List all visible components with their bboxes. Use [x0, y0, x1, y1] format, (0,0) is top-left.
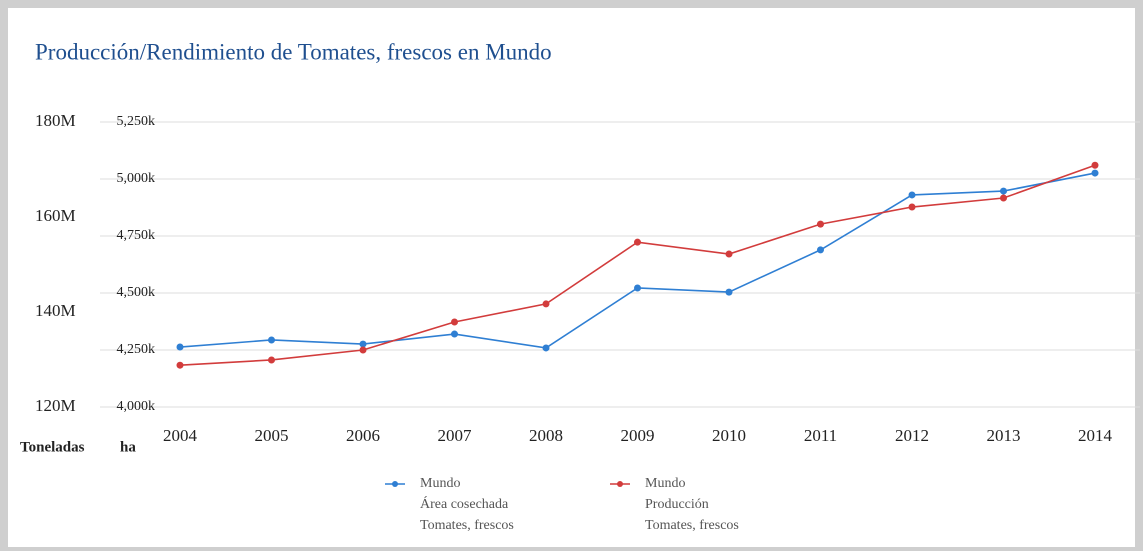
y2-tick-label: 5,000k [117, 171, 156, 186]
data-point [634, 284, 641, 292]
y2-axis-label: ha [120, 439, 136, 455]
y-tick-label: 180M [35, 111, 76, 130]
y2-tick-label: 4,750k [117, 228, 156, 243]
data-point [268, 356, 275, 364]
x-tick-label: 2008 [529, 426, 563, 445]
data-point [908, 203, 916, 211]
legend-swatch [617, 481, 623, 487]
legend-swatch [392, 481, 398, 487]
legend-label: Mundo [420, 476, 460, 491]
data-point [817, 220, 824, 228]
data-point [176, 361, 184, 369]
data-point [1000, 194, 1007, 202]
data-point [725, 288, 733, 296]
data-point [634, 238, 641, 246]
x-tick-label: 2007 [438, 426, 473, 445]
legend-label: Tomates, frescos [645, 518, 739, 533]
data-point [451, 330, 458, 338]
legend-label: Área cosechada [420, 495, 509, 512]
x-tick-label: 2009 [621, 426, 655, 445]
y-tick-label: 120M [35, 396, 76, 415]
x-tick-label: 2006 [346, 426, 380, 445]
x-tick-label: 2012 [895, 426, 929, 445]
y2-tick-label: 5,250k [117, 114, 156, 129]
data-point [1091, 161, 1099, 169]
y-tick-label: 140M [35, 301, 76, 320]
x-tick-label: 2013 [987, 426, 1021, 445]
data-point [176, 343, 184, 351]
data-point [542, 344, 550, 352]
x-tick-label: 2005 [255, 426, 289, 445]
data-point [1000, 187, 1007, 195]
x-tick-label: 2004 [163, 426, 198, 445]
y-axis-label: Toneladas [20, 439, 85, 455]
legend-label: Mundo [645, 476, 685, 491]
data-point [542, 300, 550, 308]
legend-label: Producción [645, 497, 709, 512]
y2-tick-label: 4,250k [117, 342, 156, 357]
x-tick-label: 2014 [1078, 426, 1113, 445]
data-point [451, 318, 458, 326]
data-point [908, 191, 916, 199]
x-tick-label: 2011 [804, 426, 837, 445]
data-point [359, 346, 367, 354]
y2-tick-label: 4,000k [117, 399, 156, 414]
data-point [725, 250, 733, 258]
chart-title: Producción/Rendimiento de Tomates, fresc… [35, 39, 552, 64]
x-tick-label: 2010 [712, 426, 746, 445]
legend-label: Tomates, frescos [420, 518, 514, 533]
data-point [268, 336, 275, 344]
data-point [1091, 169, 1099, 177]
data-point [817, 246, 824, 254]
data-point [359, 340, 367, 348]
y2-tick-label: 4,500k [117, 285, 156, 300]
y-tick-label: 160M [35, 206, 76, 225]
